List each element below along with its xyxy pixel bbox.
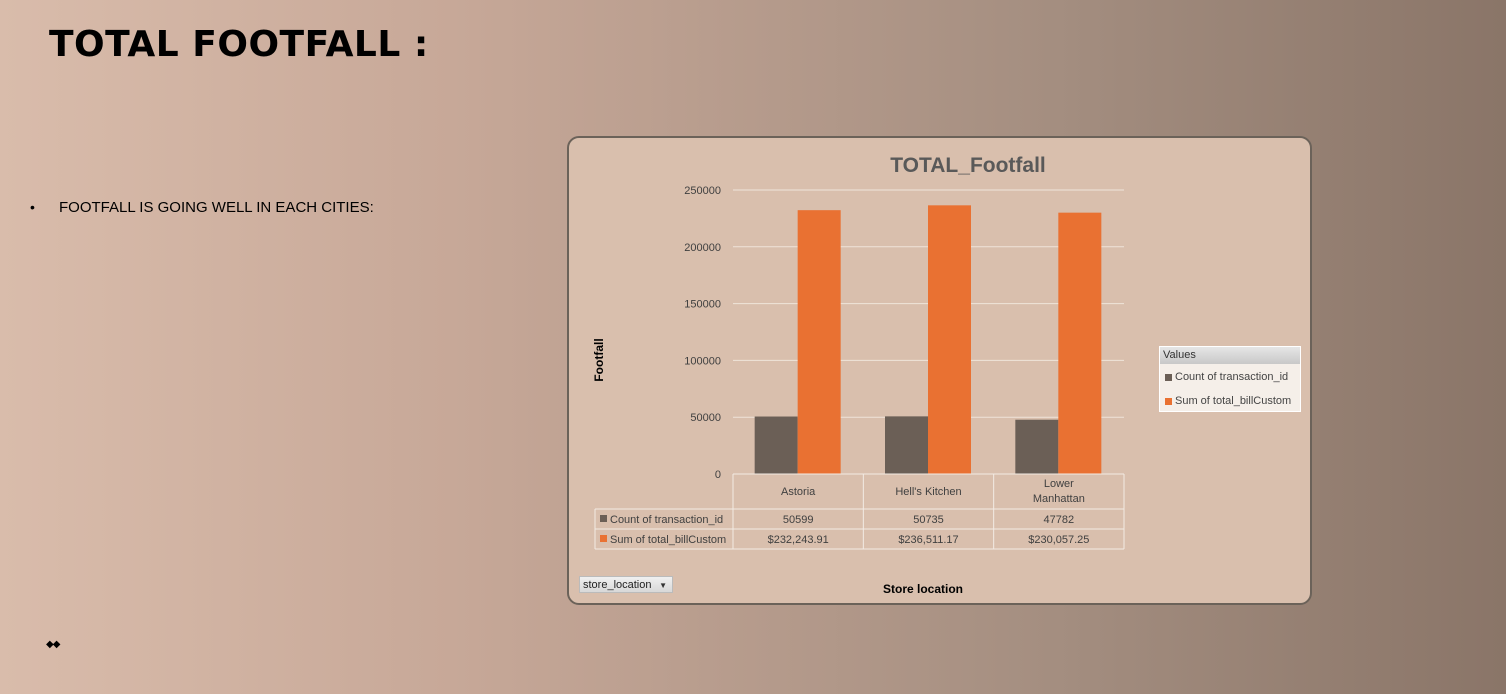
- table-cell: 47782: [1044, 514, 1075, 526]
- table-cell: $232,243.91: [768, 534, 829, 546]
- diamond-decoration-icon: ◆◆: [46, 639, 60, 650]
- dropdown-arrow-icon: ▼: [659, 581, 667, 590]
- x-axis-label: Store location: [883, 582, 963, 596]
- bullet-text: FOOTFALL IS GOING WELL IN EACH CITIES:: [59, 199, 374, 216]
- y-tick-label: 100000: [684, 355, 721, 367]
- x-category-label-line: Manhattan: [1033, 493, 1085, 505]
- table-cell: $230,057.25: [1028, 534, 1089, 546]
- legend-title: Values: [1160, 347, 1300, 364]
- bars: [754, 205, 1102, 474]
- slide-title: TOTAL FOOTFALL :: [49, 24, 429, 65]
- table-row-label: Count of transaction_id: [610, 514, 723, 526]
- legend-swatch-sum: [1165, 397, 1172, 405]
- x-category-label: Astoria: [781, 486, 816, 498]
- y-axis-label: Footfall: [592, 338, 606, 381]
- bar-count: [754, 416, 798, 474]
- chart-legend: Values Count of transaction_id Sum of to…: [1159, 346, 1301, 412]
- bar-count: [1015, 419, 1059, 474]
- y-tick-label: 0: [715, 469, 721, 481]
- legend-item-count: Count of transaction_id: [1165, 371, 1288, 383]
- table-row-swatch: [600, 535, 607, 542]
- y-tick-label: 50000: [690, 412, 721, 424]
- bar-count: [885, 416, 928, 474]
- legend-swatch-count: [1165, 373, 1172, 381]
- chart-title: TOTAL_Footfall: [890, 154, 1046, 177]
- store-location-field-button[interactable]: store_location ▼: [579, 576, 673, 593]
- table-row-label: Sum of total_billCustom: [610, 534, 726, 546]
- table-cell: $236,511.17: [898, 534, 958, 546]
- chart-canvas: TOTAL_Footfall Footfall Store location 0…: [592, 154, 1125, 596]
- field-button-label: store_location: [583, 579, 652, 591]
- x-category-label: Hell's Kitchen: [895, 486, 961, 498]
- x-category-label: Lower Manhattan: [1033, 478, 1085, 505]
- legend-label-count: Count of transaction_id: [1175, 371, 1289, 383]
- y-tick-label: 250000: [684, 185, 721, 197]
- bar-sum: [1058, 212, 1102, 474]
- bullet-icon: •: [30, 199, 35, 215]
- x-category-label-line: Lower: [1044, 478, 1074, 490]
- pivot-chart[interactable]: TOTAL_Footfall Footfall Store location 0…: [567, 136, 1312, 605]
- table-cell: 50599: [783, 514, 814, 526]
- legend-label-sum: Sum of total_billCustom: [1175, 395, 1292, 407]
- bar-sum: [928, 205, 971, 474]
- y-tick-label: 150000: [684, 299, 721, 311]
- y-tick-label: 200000: [684, 242, 721, 254]
- legend-item-sum: Sum of total_billCustom: [1165, 395, 1291, 407]
- table-cell: 50735: [913, 514, 944, 526]
- table-row-swatch: [600, 515, 607, 522]
- bar-sum: [797, 210, 841, 474]
- data-table: Astoria Hell's Kitchen Lower Manhattan Count…: [594, 473, 1125, 550]
